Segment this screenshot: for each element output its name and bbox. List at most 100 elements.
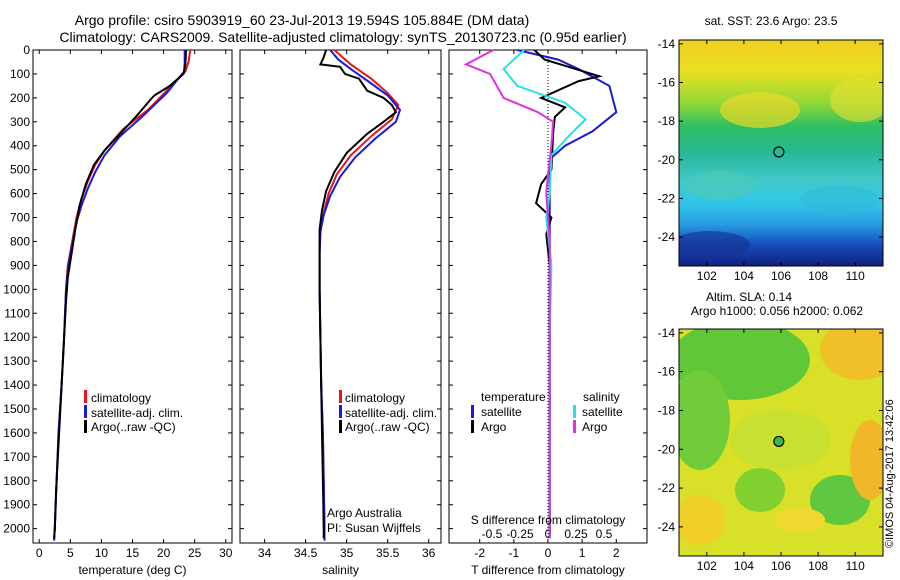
y-tick-label: 2000 bbox=[3, 522, 30, 536]
map-y-tick-label: -24 bbox=[658, 230, 676, 244]
header-line1: Argo profile: csiro 5903919_60 23-Jul-20… bbox=[75, 12, 530, 28]
map-y-tick-label: -22 bbox=[658, 481, 676, 495]
x-tick-label: 35.5 bbox=[376, 546, 400, 560]
legend-label: Argo bbox=[582, 420, 608, 434]
note-pi: PI: Susan Wijffels bbox=[327, 521, 421, 535]
y-tick-label: 400 bbox=[10, 139, 30, 153]
map-y-tick-label: -20 bbox=[658, 442, 676, 456]
x-tick-label: 10 bbox=[95, 546, 109, 560]
legend-label: satellite-adj. clim. bbox=[345, 406, 437, 420]
y-tick-label: 1200 bbox=[3, 330, 30, 344]
x-tick-label: 5 bbox=[67, 546, 74, 560]
y-tick-label: 1900 bbox=[3, 498, 30, 512]
y-tick-label: 1700 bbox=[3, 450, 30, 464]
legend-label: Argo(..raw -QC) bbox=[91, 420, 176, 434]
sst-map bbox=[679, 40, 883, 266]
top-x-tick-label: 0.5 bbox=[596, 527, 613, 541]
map-x-tick-label: 106 bbox=[771, 269, 791, 283]
sla-map bbox=[679, 329, 883, 556]
y-tick-label: 700 bbox=[10, 211, 30, 225]
y-tick-label: 300 bbox=[10, 115, 30, 129]
map-y-tick-label: -18 bbox=[658, 403, 676, 417]
map-y-tick-label: -24 bbox=[658, 520, 676, 534]
top-x-tick-label: 0.25 bbox=[564, 527, 588, 541]
y-tick-label: 1500 bbox=[3, 402, 30, 416]
map-x-tick-label: 102 bbox=[697, 559, 717, 573]
legend-title-temperature: temperature bbox=[481, 390, 546, 404]
y-tick-label: 200 bbox=[10, 91, 30, 105]
sla-patch bbox=[820, 329, 883, 380]
legend-swatch-sal-argo bbox=[573, 420, 576, 433]
series-line-argo-raw-qc- bbox=[318, 49, 398, 539]
series-line-salinity-argo bbox=[463, 49, 555, 539]
x-tick-label: 34 bbox=[258, 546, 272, 560]
series-line-temperature-argo bbox=[533, 49, 604, 539]
legend-swatch-temp-argo bbox=[471, 420, 474, 433]
argo-location-marker bbox=[773, 435, 785, 448]
y-tick-label: 900 bbox=[10, 258, 30, 272]
sla-patch bbox=[735, 468, 785, 512]
map-y-tick-label: -16 bbox=[658, 75, 676, 89]
series-line-climatology bbox=[318, 49, 400, 541]
sst-field bbox=[679, 40, 883, 266]
credit: ©IMOS 04-Aug-2017 13:42:06 bbox=[884, 399, 896, 548]
x-tick-label: 20 bbox=[157, 546, 171, 560]
x-tick-label: 0 bbox=[36, 546, 43, 560]
legend-swatch-satellite bbox=[84, 405, 87, 418]
map-x-tick-label: 104 bbox=[734, 269, 754, 283]
x-tick-label: 30 bbox=[219, 546, 233, 560]
legend-swatch-sal-satellite bbox=[573, 405, 576, 418]
map-y-tick-label: -14 bbox=[658, 326, 676, 340]
legend-swatch-climatology bbox=[339, 390, 342, 403]
y-tick-label: 1300 bbox=[3, 354, 30, 368]
y-tick-label: 1000 bbox=[3, 282, 30, 296]
y-tick-label: 0 bbox=[23, 43, 30, 57]
sst-patch bbox=[679, 231, 750, 259]
legend-label: Argo(..raw -QC) bbox=[345, 420, 430, 434]
series-line-salinity-satellite bbox=[502, 49, 588, 539]
x-tick-label: 0 bbox=[545, 546, 552, 560]
x-tick-label: 25 bbox=[188, 546, 202, 560]
sla-patch bbox=[850, 420, 883, 500]
x-tick-label: -2 bbox=[474, 546, 485, 560]
sla-patch bbox=[775, 508, 825, 532]
sst-patch bbox=[800, 186, 880, 214]
legend-label: climatology bbox=[91, 391, 151, 405]
y-tick-label: 600 bbox=[10, 187, 30, 201]
y-tick-label: 1100 bbox=[4, 306, 30, 320]
map-x-tick-label: 110 bbox=[846, 559, 865, 573]
legend-swatch-temp-satellite bbox=[471, 405, 474, 418]
x-axis-label: T difference from climatology bbox=[471, 563, 625, 577]
map-x-tick-label: 110 bbox=[846, 269, 865, 283]
y-tick-label: 1600 bbox=[3, 426, 30, 440]
sst-map-title: sat. SST: 23.6 Argo: 23.5 bbox=[705, 14, 838, 28]
x-tick-label: 2 bbox=[613, 546, 620, 560]
y-tick-label: 100 bbox=[10, 67, 30, 81]
sla-patch bbox=[679, 370, 730, 470]
y-tick-label: 1800 bbox=[3, 474, 30, 488]
map-y-tick-label: -20 bbox=[658, 153, 676, 167]
sst-patch bbox=[685, 170, 755, 200]
top-x-tick-label: -0.25 bbox=[506, 527, 534, 541]
legend-swatch-argo bbox=[339, 420, 342, 433]
x-tick-label: 15 bbox=[126, 546, 140, 560]
sst-patch bbox=[720, 92, 800, 128]
y-tick-label: 800 bbox=[10, 234, 30, 248]
sst-patch bbox=[830, 78, 883, 122]
legend-label: Argo bbox=[481, 420, 507, 434]
map-y-tick-label: -14 bbox=[658, 37, 676, 51]
legend-swatch-argo bbox=[84, 420, 87, 433]
x-tick-label: -1 bbox=[509, 546, 520, 560]
map-x-tick-label: 102 bbox=[697, 269, 717, 283]
note-argo-australia: Argo Australia bbox=[327, 506, 402, 520]
map-x-tick-label: 104 bbox=[734, 559, 754, 573]
series-line-satellite-adj-clim- bbox=[53, 50, 186, 541]
legend-swatch-satellite bbox=[339, 405, 342, 418]
legend-title-salinity: salinity bbox=[583, 390, 620, 404]
map-x-tick-label: 108 bbox=[808, 559, 828, 573]
sla-map-subtitle: Argo h1000: 0.056 h2000: 0.062 bbox=[691, 304, 863, 318]
x-tick-label: 1 bbox=[579, 546, 586, 560]
series-line-temperature-satellite bbox=[517, 49, 618, 539]
legend-swatch-climatology bbox=[84, 390, 87, 403]
